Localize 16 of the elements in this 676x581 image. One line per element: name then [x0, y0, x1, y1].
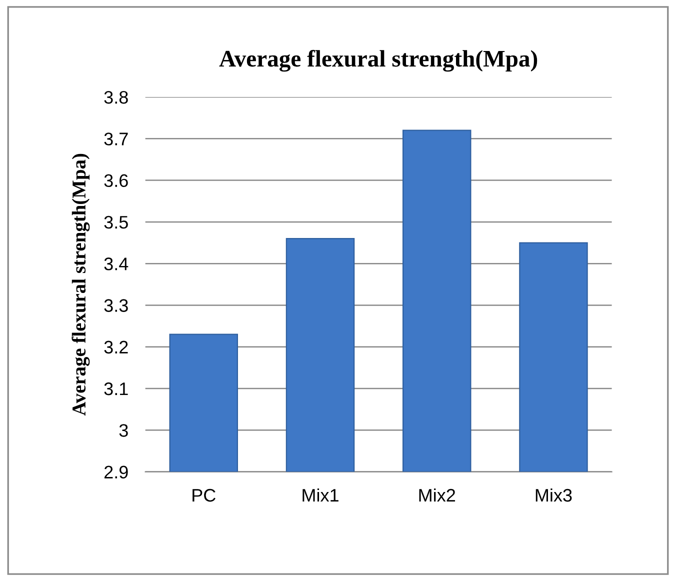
y-tick-label: 3.7	[104, 132, 128, 146]
y-tick-label: 3.2	[104, 340, 128, 354]
chart-title: Average flexural strength(Mpa)	[219, 50, 538, 72]
y-tick-label: 3.3	[104, 299, 128, 312]
y-tick-label: 2.9	[104, 466, 128, 478]
y-tick-label: 3.4	[104, 258, 128, 270]
x-tick-label: Mix1	[302, 488, 338, 502]
x-tick-label: Mix2	[419, 488, 456, 502]
y-tick-label: 3.8	[104, 90, 128, 104]
y-tick-label: 3.1	[104, 382, 128, 396]
y-tick-label: 3.5	[104, 216, 128, 229]
y-axis-title: Average flexural strength(Mpa)	[72, 154, 90, 416]
y-tick-label: 3	[119, 424, 128, 437]
y-tick-label: 3.6	[104, 174, 128, 188]
x-tick-label: PC	[192, 488, 216, 502]
x-tick-label: Mix3	[536, 488, 572, 502]
